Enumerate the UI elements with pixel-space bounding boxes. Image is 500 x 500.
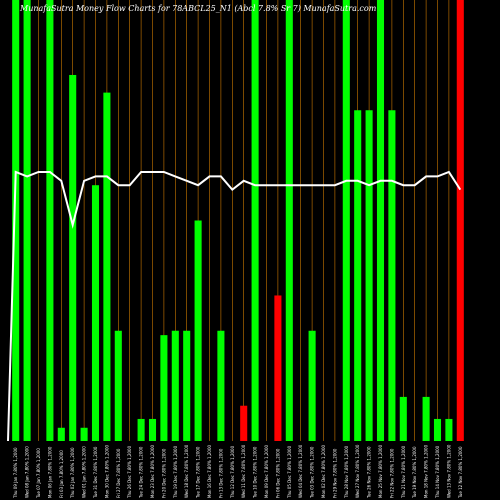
bar [57,427,65,441]
x-tick-label: Wed 04 Dec 7.80% 1,2000 [298,444,303,498]
x-tick-label: Thu 02 Jan 7.80% 1,2000 [70,447,75,499]
x-tick-label: Tue 12 Nov 7.80% 1,2000 [458,446,463,499]
bars [12,0,464,442]
bar [445,418,453,441]
x-tick-label: Mon 09 Dec 7.80% 1,2000 [264,444,269,498]
x-tick-label: Wed 13 Nov 7.80% 1,2000 [446,444,451,498]
x-tick-label: Tue 10 Dec 7.80% 1,2000 [253,446,258,499]
x-tick-label: Mon 06 Jan 7.80% 1,2000 [47,446,52,498]
bar [433,418,442,441]
x-tick-label: Fri 20 Dec 7.80% 1,2000 [161,448,166,498]
x-tick-label: Mon 02 Dec 7.80% 1,2000 [321,444,326,498]
bar [91,185,100,441]
bar [23,0,31,441]
x-tick-label: Fri 29 Nov 7.80% 1,2000 [332,448,337,498]
bar [251,0,259,441]
x-tick-label: Fri 13 Dec 7.80% 1,2000 [218,448,223,498]
x-tick-label: Tue 03 Dec 7.80% 1,2000 [310,446,315,499]
bar [240,405,248,441]
bar [422,396,430,441]
x-tick-label: Tue 19 Nov 7.80% 1,2000 [412,446,417,499]
bar [354,110,362,441]
x-tick-label: Tue 26 Nov 7.80% 1,2000 [367,446,372,499]
bar [194,220,202,441]
x-tick-label: Tue 07 Jan 7.80% 1,2000 [36,448,41,499]
bar [376,0,385,441]
x-tick-label: Fri 03 Jan 7.80% 1,2000 [59,450,64,498]
x-tick-label: Tue 31 Dec 7.80% 1,2000 [93,446,98,499]
bar [183,330,191,441]
x-tick-label: Tue 24 Dec 7.80% 1,2000 [139,446,144,499]
x-tick-label: Wed 11 Dec 7.80% 1,2000 [241,444,246,498]
x-tick-label: Mon 23 Dec 7.80% 1,2000 [150,444,155,498]
x-tick-label: Tue 17 Dec 7.80% 1,2000 [196,446,201,499]
bar [69,74,77,441]
x-tick-label: Fri 06 Dec 7.80% 1,2000 [275,448,280,498]
x-tick-label: Mon 16 Dec 7.80% 1,2000 [207,444,212,498]
bar [285,0,293,441]
bar [388,110,396,441]
bar [137,418,145,441]
x-tick-label: Wed 27 Nov 7.80% 1,2000 [355,444,360,498]
x-tick-label: Thu 19 Dec 7.80% 1,2000 [173,445,178,499]
x-tick-label: Fri 22 Nov 7.80% 1,2000 [389,448,394,498]
x-tick-labels: Thu 09 Jan 7.80% 1,2000 Wed 08 Jan 7.80% … [13,444,463,499]
x-tick-label: Wed 08 Jan 7.80% 1,2000 [25,446,30,498]
bar [46,0,54,441]
bar [274,295,282,441]
bar [342,0,350,441]
bar [80,427,88,441]
bar [217,330,225,441]
x-tick-label: Thu 26 Dec 7.80% 1,2000 [127,445,132,499]
x-tick-label: Thu 14 Nov 7.80% 1,2000 [435,445,440,499]
bar [365,110,373,441]
x-tick-label: Fri 27 Dec 7.80% 1,2000 [116,448,121,498]
x-tick-label: Thu 21 Nov 7.80% 1,2000 [401,445,406,499]
bar [308,330,316,441]
bar [399,396,407,441]
chart-title: MunafaSutra Money Flow Charts for 78ABCL… [19,4,377,13]
bar [12,0,20,441]
x-tick-label: Thu 28 Nov 7.80% 1,2000 [344,445,349,499]
money-flow-line [7,170,462,442]
x-tick-label: Wed 01 Jan 7.80% 1,2000 [82,446,87,498]
x-tick-label: Mon 18 Nov 7.80% 1,2000 [424,444,429,498]
bar [148,418,157,441]
x-tick-label: Thu 05 Dec 7.80% 1,2000 [287,445,292,499]
x-tick-label: Thu 12 Dec 7.80% 1,2000 [230,445,235,499]
x-tick-label: Wed 18 Dec 7.80% 1,2000 [184,444,189,498]
bar [456,0,464,441]
x-tick-label: Mon 25 Nov 7.80% 1,2000 [378,444,383,498]
bar [160,335,168,441]
x-tick-label: Mon 30 Dec 7.80% 1,2000 [104,444,109,498]
bar [171,330,179,441]
bar [103,92,111,442]
x-tick-label: Thu 09 Jan 7.80% 1,2000 [13,447,18,499]
bar [114,330,122,441]
